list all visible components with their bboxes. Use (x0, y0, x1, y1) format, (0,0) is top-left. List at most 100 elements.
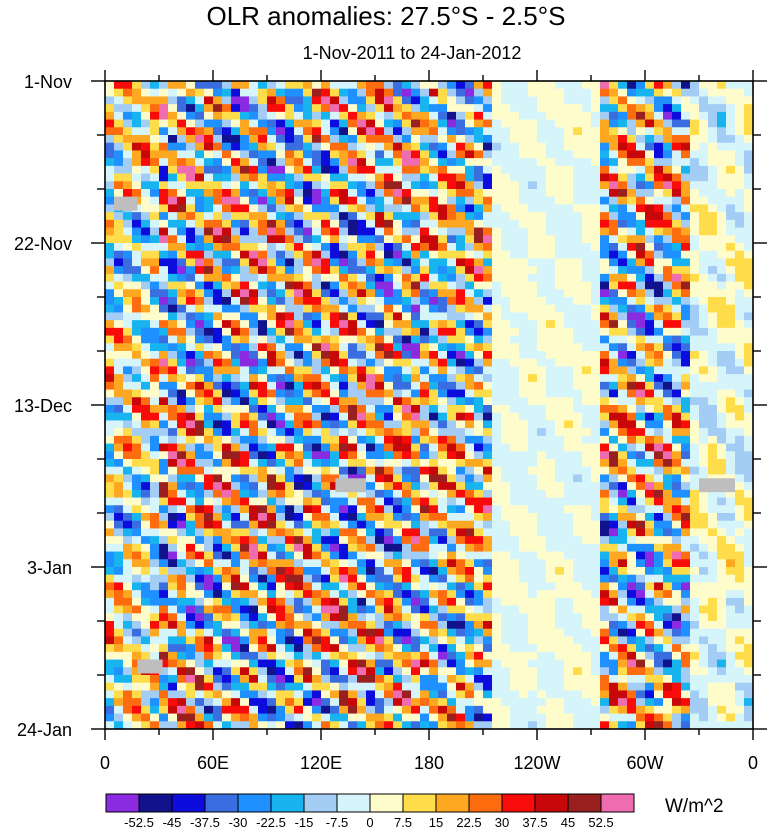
heatmap-cell (159, 520, 169, 530)
heatmap-cell (663, 590, 673, 599)
heatmap-cell (267, 227, 277, 236)
heatmap-cell (321, 366, 331, 375)
heatmap-cell (285, 104, 295, 113)
heatmap-cell (222, 173, 232, 182)
heatmap-cell (213, 219, 223, 229)
heatmap-cell (492, 320, 502, 329)
heatmap-cell (249, 250, 259, 260)
heatmap-cell (411, 513, 421, 522)
heatmap-cell (240, 590, 250, 599)
heatmap-cell (429, 81, 439, 90)
heatmap-cell (105, 466, 115, 476)
heatmap-cell (582, 173, 592, 182)
heatmap-cell (222, 243, 232, 252)
heatmap-cell (447, 181, 457, 190)
heatmap-cell (546, 235, 556, 244)
heatmap-cell (636, 513, 646, 522)
heatmap-cell (555, 88, 565, 98)
heatmap-cell (249, 335, 259, 344)
heatmap-cell (231, 497, 241, 506)
heatmap-cell (303, 235, 313, 244)
heatmap-cell (726, 497, 736, 506)
heatmap-cell (312, 366, 322, 375)
heatmap-cell (717, 543, 727, 553)
heatmap-cell (186, 459, 196, 468)
heatmap-cell (411, 574, 421, 584)
heatmap-cell (717, 420, 727, 429)
heatmap-cell (528, 266, 538, 275)
heatmap-cell (537, 374, 547, 383)
heatmap-cell (123, 505, 133, 514)
heatmap-cell (204, 412, 214, 422)
heatmap-cell (438, 204, 448, 213)
heatmap-cell (204, 381, 214, 391)
heatmap-cell (285, 405, 295, 414)
heatmap-cell (591, 327, 601, 337)
heatmap-cell (312, 351, 322, 360)
heatmap-cell (159, 312, 169, 321)
heatmap-cell (600, 567, 610, 576)
heatmap-cell (375, 412, 385, 422)
heatmap-cell (303, 335, 313, 344)
heatmap-cell (285, 590, 295, 599)
heatmap-cell (600, 142, 610, 152)
heatmap-cell (510, 551, 520, 560)
heatmap-cell (105, 204, 115, 213)
heatmap-cell (699, 219, 709, 229)
heatmap-cell (474, 482, 484, 491)
heatmap-cell (744, 574, 753, 584)
heatmap-cell (339, 358, 349, 368)
heatmap-cell (213, 250, 223, 260)
heatmap-cell (195, 582, 205, 591)
heatmap-cell (168, 497, 178, 506)
heatmap-cell (231, 219, 241, 229)
heatmap-cell (312, 489, 322, 499)
heatmap-cell (213, 590, 223, 599)
heatmap-cell (366, 397, 376, 406)
heatmap-cell (384, 297, 394, 306)
heatmap-cell (312, 335, 322, 344)
heatmap-cell (582, 428, 592, 437)
heatmap-cell (492, 119, 502, 128)
heatmap-cell (339, 204, 349, 213)
heatmap-cell (501, 451, 511, 460)
heatmap-cell (186, 212, 196, 221)
heatmap-cell (420, 513, 430, 522)
heatmap-cell (204, 543, 214, 553)
heatmap-cell (339, 405, 349, 414)
heatmap-cell (564, 597, 574, 607)
heatmap-cell (519, 351, 529, 360)
heatmap-cell (663, 420, 673, 429)
heatmap-cell (447, 88, 457, 98)
heatmap-cell (240, 289, 250, 298)
heatmap-cell (672, 273, 682, 283)
heatmap-cell (411, 366, 421, 375)
heatmap-cell (312, 605, 322, 614)
heatmap-cell (411, 173, 421, 182)
heatmap-cell (150, 474, 160, 483)
heatmap-cell (438, 482, 448, 491)
heatmap-cell (177, 559, 187, 568)
heatmap-cell (321, 289, 331, 298)
heatmap-cell (546, 443, 556, 452)
heatmap-cell (258, 289, 268, 298)
heatmap-cell (591, 250, 601, 260)
heatmap-cell (564, 497, 574, 506)
heatmap-cell (393, 189, 403, 198)
heatmap-cell (447, 189, 457, 198)
heatmap-cell (627, 243, 637, 252)
heatmap-cell (483, 551, 493, 560)
heatmap-cell (258, 96, 268, 105)
heatmap-cell (123, 474, 133, 483)
heatmap-cell (672, 212, 682, 221)
heatmap-cell (654, 420, 664, 429)
heatmap-cell (564, 536, 574, 545)
heatmap-cell (609, 459, 619, 468)
heatmap-cell (645, 405, 655, 414)
heatmap-cell (627, 189, 637, 198)
heatmap-cell (366, 81, 376, 90)
heatmap-cell (267, 204, 277, 213)
heatmap-cell (627, 104, 637, 113)
heatmap-cell (384, 119, 394, 128)
heatmap-cell (654, 266, 664, 275)
